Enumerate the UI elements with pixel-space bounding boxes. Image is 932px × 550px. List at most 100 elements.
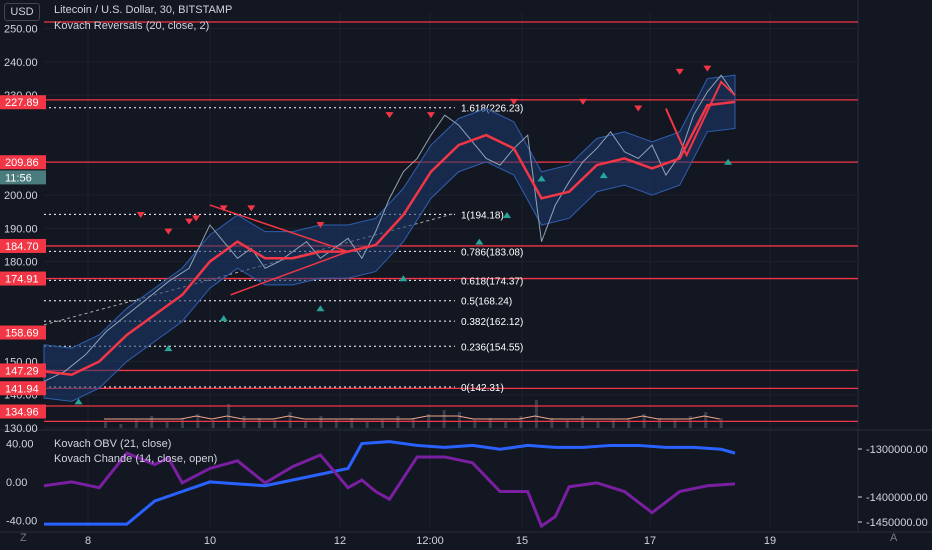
y-tick-label: 180.00 [4, 257, 38, 269]
buy-marker [74, 398, 83, 405]
volume-bar [442, 410, 446, 428]
volume-bar [319, 416, 323, 428]
y-tick-label: 250.00 [4, 24, 38, 36]
buy-marker [316, 305, 325, 312]
price-badge [0, 95, 46, 110]
fib-level-label: 0(142.31) [461, 383, 504, 394]
oscillator-y-tick-label: 0.00 [6, 477, 27, 489]
x-tick-label: 12:00 [416, 535, 444, 547]
sell-marker [219, 205, 228, 212]
chande-label: Kovach Chande (14, close, open) [54, 453, 218, 465]
volume-bar [581, 416, 585, 428]
currency-button[interactable]: USD [4, 3, 40, 21]
volume-bar [150, 416, 154, 428]
fib-level-label: 0.5(168.24) [461, 297, 512, 308]
volume-bar [473, 420, 477, 428]
buy-marker [399, 275, 408, 282]
volume-bar [350, 418, 354, 428]
price-badge-label: 174.91 [5, 274, 39, 286]
price-badge [0, 170, 46, 185]
price-badge-label: 158.69 [5, 328, 39, 340]
buy-marker [164, 345, 173, 352]
secondary-y-tick-label: -1450000.00 [866, 517, 928, 529]
volume-bar [627, 418, 631, 428]
price-line [43, 74, 736, 382]
wedge-pattern [664, 80, 736, 158]
volume-bar [673, 420, 677, 428]
fib-level-label: 0.382(162.12) [461, 317, 523, 328]
indicator-label: Kovach Reversals (20, close, 2) [54, 20, 210, 32]
sell-marker [634, 105, 643, 112]
fib-level-label: 0.618(174.37) [461, 276, 523, 287]
volume-bar [134, 420, 138, 428]
price-badge-label: 141.94 [5, 383, 39, 395]
price-badge-label: 209.86 [5, 157, 39, 169]
x-tick-label: 12 [334, 535, 346, 547]
sell-marker [426, 112, 435, 119]
x-tick-label: 10 [204, 535, 216, 547]
x-tick-label: 19 [764, 535, 776, 547]
volume-bar [596, 422, 600, 428]
secondary-y-tick-label: -1300000.00 [866, 444, 928, 456]
volume-bar [242, 416, 246, 428]
price-badge [0, 271, 46, 286]
sell-marker [578, 98, 587, 105]
price-badge [0, 238, 46, 253]
price-badge-label: 134.96 [5, 406, 39, 418]
volume-bar [334, 420, 338, 428]
y-tick-label: 190.00 [4, 223, 38, 235]
buy-marker [219, 315, 228, 322]
price-badge [0, 325, 46, 340]
x-tick-label: 17 [644, 535, 656, 547]
moving-average-line [43, 100, 736, 377]
x-tick-label: 15 [516, 535, 528, 547]
chart-title: Litecoin / U.S. Dollar, 30, BITSTAMP [54, 4, 233, 16]
volume-bar [658, 418, 662, 428]
volume-bar [519, 416, 523, 428]
chande-line [43, 451, 736, 529]
obv-label: Kovach OBV (21, close) [54, 438, 172, 450]
volume-bar [411, 418, 415, 428]
sell-marker [192, 215, 201, 222]
price-badge-label: 227.89 [5, 97, 39, 109]
price-badge [0, 155, 46, 170]
buy-marker [502, 212, 511, 219]
sell-marker [703, 65, 712, 72]
volume-bar [165, 422, 169, 428]
volume-average-line [104, 415, 720, 420]
chart-header: Litecoin / U.S. Dollar, 30, BITSTAMP Kov… [54, 4, 232, 32]
fib-level-label: 0.786(183.08) [461, 247, 523, 258]
oscillator-y-tick-label: 40.00 [6, 439, 34, 451]
volume-bar [688, 416, 692, 428]
volume-bar [488, 418, 492, 428]
volume-bar [534, 400, 538, 428]
price-badge-label: 147.29 [5, 365, 39, 377]
sell-marker [509, 98, 518, 105]
sell-marker [385, 112, 394, 119]
volume-bar [565, 420, 569, 428]
volume-bar [611, 420, 615, 428]
volatility-band [43, 74, 736, 402]
volume-bar [396, 416, 400, 428]
volume-bar [719, 418, 723, 428]
buy-marker [475, 238, 484, 245]
zoom-reset-icon[interactable]: Z [20, 532, 27, 544]
volume-bar [257, 418, 261, 428]
volume-bar [104, 422, 107, 428]
obv-line [44, 440, 736, 526]
volume-bar [180, 418, 184, 428]
fib-level-label: 1(194.18) [461, 210, 504, 221]
sell-marker [164, 228, 173, 235]
buy-marker [599, 172, 608, 179]
volume-bar [381, 420, 385, 428]
price-badge-label: 11:56 [5, 172, 32, 184]
volume-bar [273, 420, 277, 428]
oscillator-header: Kovach OBV (21, close) Kovach Chande (14… [54, 437, 217, 467]
price-badge [0, 381, 46, 396]
y-tick-label: 200.00 [4, 190, 38, 202]
auto-scale-icon[interactable]: A [890, 532, 898, 544]
fib-level-label: 1.618(226.23) [461, 104, 523, 115]
sell-marker [675, 68, 684, 75]
price-badge [0, 404, 46, 419]
